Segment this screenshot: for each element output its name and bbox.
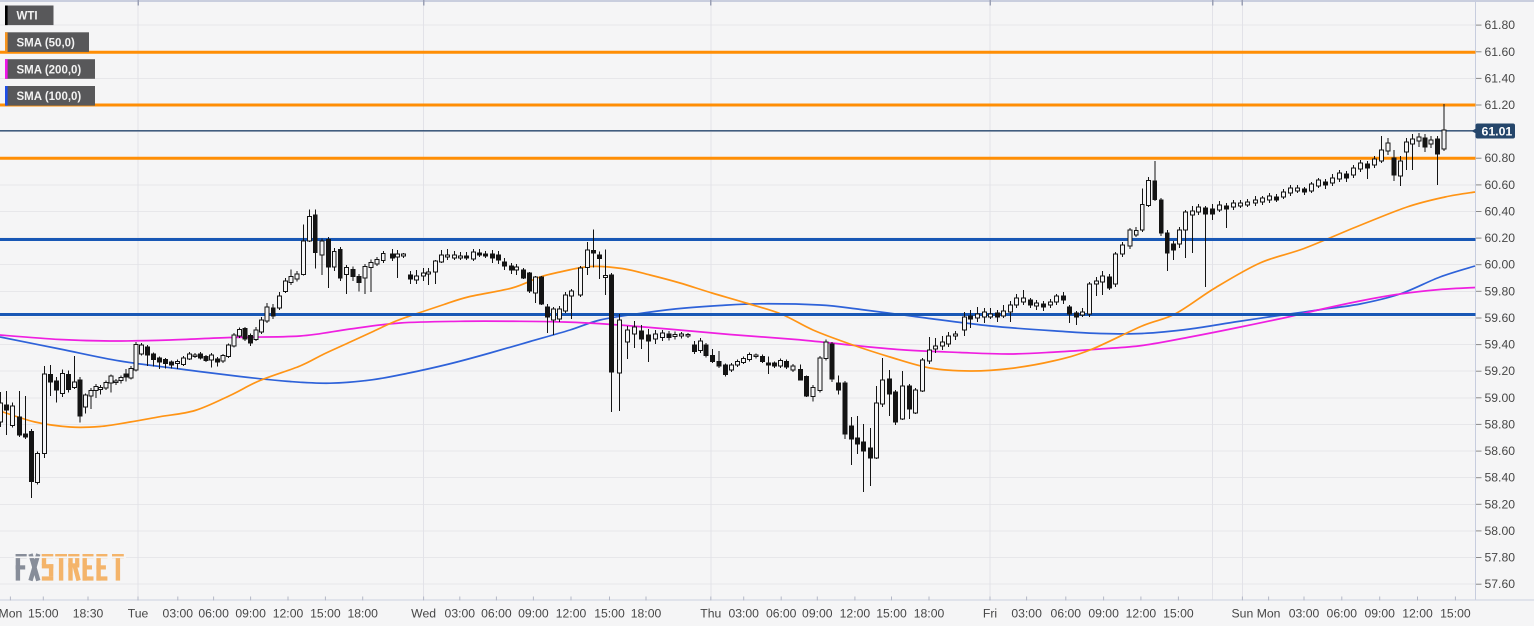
svg-text:Tue: Tue <box>128 607 149 621</box>
svg-text:58.00: 58.00 <box>1485 524 1516 538</box>
svg-text:61.40: 61.40 <box>1485 71 1516 85</box>
svg-text:57.60: 57.60 <box>1485 577 1516 591</box>
svg-text:18:00: 18:00 <box>914 607 945 621</box>
svg-text:06:00: 06:00 <box>481 607 512 621</box>
svg-text:03:00: 03:00 <box>1011 607 1042 621</box>
svg-text:09:00: 09:00 <box>1088 607 1119 621</box>
svg-text:60.20: 60.20 <box>1485 231 1516 245</box>
svg-text:SMA (50,0): SMA (50,0) <box>17 38 76 50</box>
svg-text:60.40: 60.40 <box>1485 205 1516 219</box>
svg-text:58.60: 58.60 <box>1485 444 1516 458</box>
svg-text:06:00: 06:00 <box>1327 607 1358 621</box>
svg-text:15:00: 15:00 <box>1440 607 1471 621</box>
svg-text:09:00: 09:00 <box>518 607 549 621</box>
svg-text:12:00: 12:00 <box>273 607 304 621</box>
svg-text:03:00: 03:00 <box>163 607 194 621</box>
svg-text:12:00: 12:00 <box>840 607 871 621</box>
svg-text:58.40: 58.40 <box>1485 471 1516 485</box>
svg-text:58.20: 58.20 <box>1485 497 1516 511</box>
svg-text:57.80: 57.80 <box>1485 551 1516 565</box>
svg-text:03:00: 03:00 <box>445 607 476 621</box>
svg-text:03:00: 03:00 <box>1289 607 1320 621</box>
svg-text:61.01: 61.01 <box>1482 124 1513 138</box>
svg-text:18:00: 18:00 <box>347 607 378 621</box>
svg-text:12:00: 12:00 <box>1126 607 1157 621</box>
svg-text:Mon: Mon <box>0 607 22 621</box>
svg-text:WTI: WTI <box>17 11 38 23</box>
svg-text:06:00: 06:00 <box>1051 607 1082 621</box>
svg-text:12:00: 12:00 <box>1402 607 1433 621</box>
svg-text:Fri: Fri <box>983 607 997 621</box>
svg-text:06:00: 06:00 <box>766 607 797 621</box>
svg-text:Wed: Wed <box>411 607 436 621</box>
svg-text:58.80: 58.80 <box>1485 417 1516 431</box>
svg-text:03:00: 03:00 <box>728 607 759 621</box>
svg-text:09:00: 09:00 <box>235 607 266 621</box>
svg-text:59.60: 59.60 <box>1485 311 1516 325</box>
svg-text:60.60: 60.60 <box>1485 178 1516 192</box>
svg-text:09:00: 09:00 <box>1364 607 1395 621</box>
svg-text:61.20: 61.20 <box>1485 98 1516 112</box>
svg-text:61.60: 61.60 <box>1485 45 1516 59</box>
svg-text:15:00: 15:00 <box>876 607 907 621</box>
svg-text:18:30: 18:30 <box>73 607 104 621</box>
svg-text:06:00: 06:00 <box>198 607 229 621</box>
svg-text:59.20: 59.20 <box>1485 364 1516 378</box>
svg-text:09:00: 09:00 <box>802 607 833 621</box>
svg-text:59.80: 59.80 <box>1485 284 1516 298</box>
svg-text:59.00: 59.00 <box>1485 391 1516 405</box>
svg-text:61.80: 61.80 <box>1485 18 1516 32</box>
svg-text:Thu: Thu <box>700 607 721 621</box>
svg-text:15:00: 15:00 <box>28 607 59 621</box>
svg-text:15:00: 15:00 <box>1163 607 1194 621</box>
svg-text:Sun: Sun <box>1232 607 1254 621</box>
svg-text:59.40: 59.40 <box>1485 338 1516 352</box>
svg-text:12:00: 12:00 <box>556 607 587 621</box>
svg-text:SMA (100,0): SMA (100,0) <box>17 91 82 103</box>
svg-text:15:00: 15:00 <box>594 607 625 621</box>
svg-text:SMA (200,0): SMA (200,0) <box>17 64 82 76</box>
svg-text:60.80: 60.80 <box>1485 151 1516 165</box>
svg-text:18:00: 18:00 <box>631 607 662 621</box>
svg-text:Mon: Mon <box>1257 607 1281 621</box>
svg-text:15:00: 15:00 <box>310 607 341 621</box>
svg-text:60.00: 60.00 <box>1485 258 1516 272</box>
